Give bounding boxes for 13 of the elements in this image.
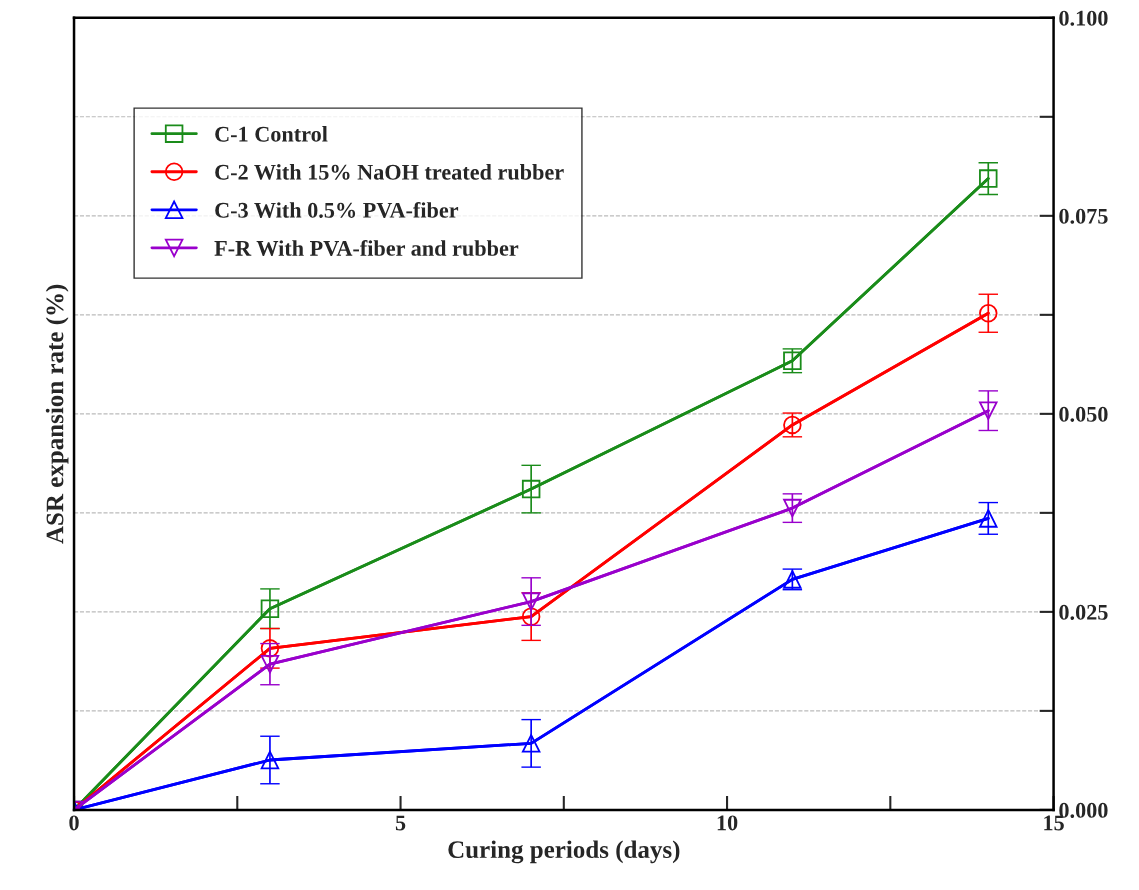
x-tick-label: 5	[395, 815, 406, 831]
y-axis-title: ASR expansion rate (%)	[45, 284, 69, 544]
x-tick-label: 0	[69, 815, 79, 831]
y-tick-label: 0.050	[1059, 406, 1108, 422]
x-tick-label: 10	[717, 815, 738, 831]
legend-label: C-1 Control	[215, 126, 328, 142]
legend-label: C-2 With 15% NaOH treated rubber	[215, 164, 564, 180]
y-tick-label: 0.025	[1059, 604, 1108, 620]
x-axis-title: Curing periods (days)	[448, 840, 680, 864]
y-tick-label: 0.075	[1059, 208, 1108, 224]
legend-label: F-R With PVA-fiber and rubber	[214, 240, 519, 256]
legend-label: C-3 With 0.5% PVA-fiber	[215, 201, 459, 218]
y-tick-label: 0.100	[1059, 10, 1108, 26]
